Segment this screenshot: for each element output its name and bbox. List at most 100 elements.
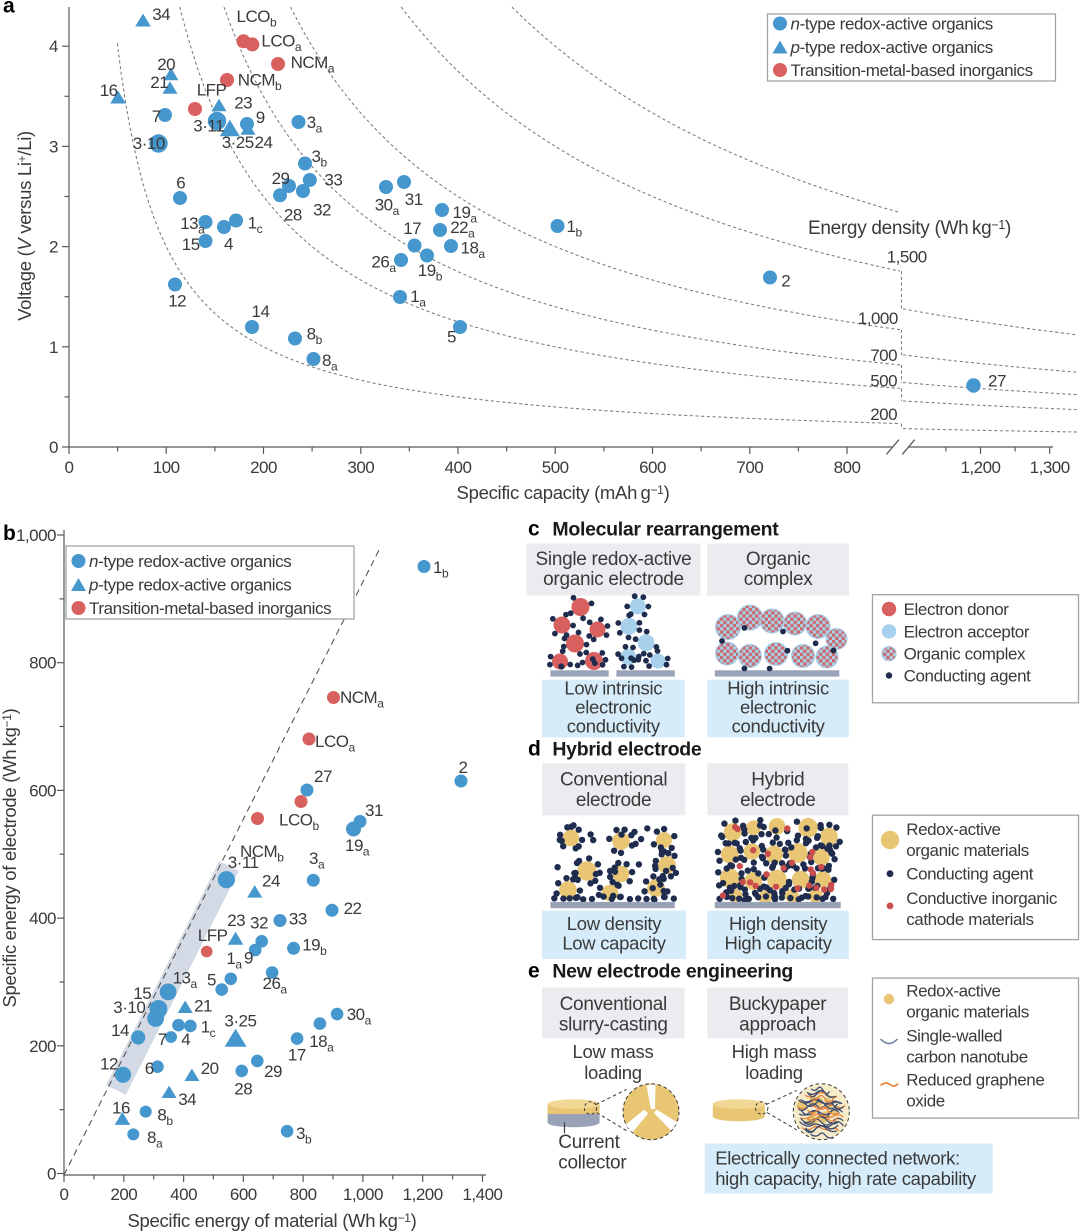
svg-text:4: 4 <box>181 1030 190 1049</box>
svg-text:33: 33 <box>289 910 307 929</box>
svg-text:4: 4 <box>224 235 233 254</box>
svg-text:Specific energy of material (W: Specific energy of material (Wh kg−1) <box>127 1210 416 1231</box>
svg-text:16: 16 <box>112 1099 130 1118</box>
svg-text:electrode: electrode <box>576 790 651 811</box>
svg-text:2: 2 <box>49 238 58 257</box>
svg-text:carbon nanotube: carbon nanotube <box>906 1047 1028 1066</box>
svg-text:2: 2 <box>781 272 790 291</box>
svg-text:Transition-metal-based inorgan: Transition-metal-based inorganics <box>89 599 331 618</box>
svg-text:b: b <box>3 522 16 545</box>
svg-text:Specific capacity (mAh g−1): Specific capacity (mAh g−1) <box>457 482 670 503</box>
svg-text:32: 32 <box>250 914 268 933</box>
svg-text:31: 31 <box>365 801 383 820</box>
svg-text:a: a <box>3 0 15 18</box>
svg-text:28: 28 <box>234 1080 252 1099</box>
svg-text:LFP: LFP <box>197 81 227 100</box>
svg-text:NCMb: NCMb <box>238 71 282 94</box>
svg-text:5: 5 <box>447 328 456 347</box>
svg-text:3·10: 3·10 <box>133 134 165 153</box>
svg-text:3·25: 3·25 <box>222 133 254 152</box>
svg-text:9: 9 <box>244 949 253 968</box>
svg-text:400: 400 <box>29 909 56 928</box>
svg-text:20: 20 <box>157 55 175 74</box>
svg-text:22: 22 <box>344 899 362 918</box>
svg-text:12: 12 <box>168 292 186 311</box>
svg-text:c: c <box>528 518 540 541</box>
svg-text:Redox-active: Redox-active <box>906 820 1000 839</box>
svg-text:29: 29 <box>264 1062 282 1081</box>
svg-text:organic electrode: organic electrode <box>543 569 684 590</box>
svg-text:1,000: 1,000 <box>858 309 898 328</box>
svg-text:6: 6 <box>176 174 185 193</box>
svg-text:1,000: 1,000 <box>16 526 56 545</box>
svg-text:3: 3 <box>49 137 58 156</box>
svg-text:Specific energy of electrode (: Specific energy of electrode (Wh kg−1) <box>0 708 20 1007</box>
svg-text:d: d <box>528 738 541 761</box>
svg-text:500: 500 <box>542 458 569 477</box>
svg-text:electronic: electronic <box>740 697 816 718</box>
svg-text:n-type redox-active organics: n-type redox-active organics <box>791 15 993 34</box>
svg-text:Hybrid: Hybrid <box>751 769 804 790</box>
svg-text:Buckypaper: Buckypaper <box>729 994 827 1015</box>
svg-text:600: 600 <box>639 458 666 477</box>
svg-text:34: 34 <box>152 5 170 24</box>
svg-text:Conductive inorganic: Conductive inorganic <box>906 889 1058 908</box>
svg-text:conductivity: conductivity <box>567 716 661 737</box>
svg-text:1,400: 1,400 <box>462 1185 502 1204</box>
svg-text:Conducting agent: Conducting agent <box>904 667 1032 686</box>
svg-text:5: 5 <box>207 971 216 990</box>
svg-text:loading: loading <box>745 1062 803 1083</box>
svg-text:Electron donor: Electron donor <box>904 600 1010 619</box>
svg-text:1,000: 1,000 <box>343 1185 383 1204</box>
svg-text:2: 2 <box>459 758 468 777</box>
svg-text:cathode materials: cathode materials <box>906 910 1033 929</box>
svg-text:16: 16 <box>100 81 118 100</box>
svg-text:9: 9 <box>256 108 265 127</box>
svg-text:700: 700 <box>736 458 763 477</box>
svg-text:3·11: 3·11 <box>228 853 259 872</box>
svg-text:approach: approach <box>739 1015 816 1036</box>
svg-text:21: 21 <box>150 73 168 92</box>
svg-text:e: e <box>528 960 540 983</box>
svg-text:loading: loading <box>584 1062 642 1083</box>
svg-text:complex: complex <box>744 569 813 590</box>
svg-text:23: 23 <box>227 911 245 930</box>
svg-text:28: 28 <box>284 206 302 225</box>
svg-text:oxide: oxide <box>906 1091 945 1110</box>
svg-text:collector: collector <box>558 1153 627 1174</box>
svg-text:3·10: 3·10 <box>113 998 145 1017</box>
svg-text:400: 400 <box>445 458 472 477</box>
svg-text:LCOa: LCOa <box>315 732 355 755</box>
svg-text:Conventional: Conventional <box>560 994 667 1015</box>
svg-text:conductivity: conductivity <box>732 716 826 737</box>
svg-text:Low intrinsic: Low intrinsic <box>564 677 662 698</box>
svg-text:34: 34 <box>178 1090 196 1109</box>
svg-text:LFP: LFP <box>198 926 228 945</box>
svg-text:organic materials: organic materials <box>906 841 1029 860</box>
svg-text:Conducting agent: Conducting agent <box>906 865 1034 884</box>
svg-text:7: 7 <box>158 1030 167 1049</box>
svg-text:17: 17 <box>288 1046 306 1065</box>
svg-text:High intrinsic: High intrinsic <box>727 677 829 698</box>
svg-text:n-type redox-active organics: n-type redox-active organics <box>89 552 291 571</box>
svg-text:1,300: 1,300 <box>1030 458 1070 477</box>
svg-text:200: 200 <box>29 1037 56 1056</box>
svg-text:Organic: Organic <box>746 549 810 570</box>
svg-text:Electrically connected network: Electrically connected network: <box>715 1148 960 1169</box>
svg-text:200: 200 <box>250 458 277 477</box>
svg-text:33: 33 <box>324 170 342 189</box>
svg-text:slurry-casting: slurry-casting <box>559 1015 668 1036</box>
svg-text:17: 17 <box>403 219 421 238</box>
svg-text:7: 7 <box>152 107 161 126</box>
svg-text:LCOa: LCOa <box>261 32 301 55</box>
svg-text:1,200: 1,200 <box>960 458 1000 477</box>
svg-text:4: 4 <box>49 37 58 56</box>
svg-text:NCMa: NCMa <box>340 688 384 711</box>
svg-text:27: 27 <box>314 767 332 786</box>
svg-text:High mass: High mass <box>732 1041 817 1062</box>
svg-text:High capacity: High capacity <box>725 932 833 953</box>
svg-text:1,200: 1,200 <box>403 1185 443 1204</box>
svg-text:Current: Current <box>558 1132 620 1153</box>
svg-text:electrode: electrode <box>740 790 815 811</box>
svg-text:NCMa: NCMa <box>291 53 335 76</box>
